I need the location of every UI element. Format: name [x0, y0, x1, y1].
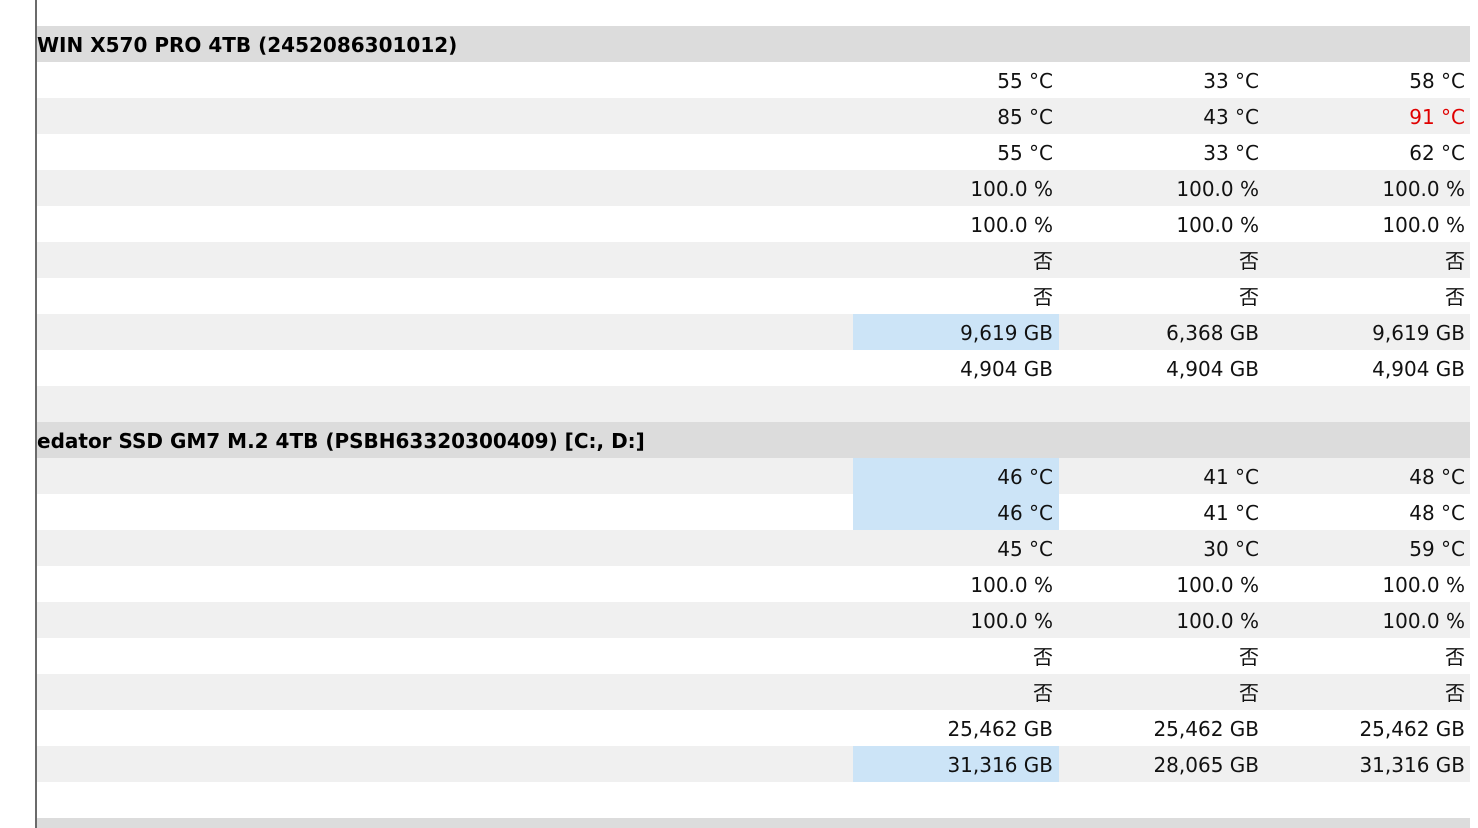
value-cell: 100.0 %	[1176, 573, 1259, 597]
value-cell: 否	[1445, 249, 1465, 273]
value-cell: 25,462 GB	[947, 717, 1053, 741]
value-cell: 100.0 %	[1176, 213, 1259, 237]
value-cell: 55 °C	[997, 141, 1053, 165]
value-cell: 41 °C	[1203, 465, 1259, 489]
sensor-row[interactable]: 9,619 GB 6,368 GB 9,619 GB	[37, 314, 1470, 350]
value-cell: 100.0 %	[1382, 177, 1465, 201]
sensor-row[interactable]: 46 °C 41 °C 48 °C	[37, 494, 1470, 530]
value-cell: 否	[1239, 285, 1259, 309]
value-cell: 4,904 GB	[1372, 357, 1465, 381]
sensor-row[interactable]: 100.0 % 100.0 % 100.0 %	[37, 170, 1470, 206]
value-cell: 91 °C	[1409, 105, 1465, 129]
section-header	[37, 818, 1470, 828]
sensor-row[interactable]: 31,316 GB 28,065 GB 31,316 GB	[37, 746, 1470, 782]
value-cell: 100.0 %	[970, 609, 1053, 633]
section-header: edator SSD GM7 M.2 4TB (PSBH63320300409)…	[37, 422, 1470, 458]
spacer-row	[37, 782, 1470, 818]
value-cell: 100.0 %	[970, 573, 1053, 597]
sensor-row[interactable]: 否否否	[37, 242, 1470, 278]
sensor-row[interactable]: 4,904 GB 4,904 GB 4,904 GB	[37, 350, 1470, 386]
sensor-row[interactable]: 85 °C 43 °C 91 °C	[37, 98, 1470, 134]
value-cell: 9,619 GB	[853, 314, 1059, 350]
value-cell: 46 °C	[853, 458, 1059, 494]
value-cell: 25,462 GB	[1359, 717, 1465, 741]
sensor-row[interactable]: 45 °C 30 °C 59 °C	[37, 530, 1470, 566]
value-cell: 4,904 GB	[1166, 357, 1259, 381]
value-cell: 否	[1239, 645, 1259, 669]
sensor-row[interactable]: 否否否	[37, 674, 1470, 710]
value-cell: 33 °C	[1203, 69, 1259, 93]
value-cell: 55 °C	[997, 69, 1053, 93]
value-cell: 30 °C	[1203, 537, 1259, 561]
value-cell: 否	[1239, 681, 1259, 705]
value-cell: 43 °C	[1203, 105, 1259, 129]
value-cell: 否	[1445, 285, 1465, 309]
value-cell: 59 °C	[1409, 537, 1465, 561]
sensor-table: WIN X570 PRO 4TB (2452086301012) 55 °C 33 …	[37, 26, 1470, 828]
value-cell: 28,065 GB	[1153, 753, 1259, 777]
spacer-row	[37, 386, 1470, 422]
value-cell: 100.0 %	[970, 213, 1053, 237]
value-cell: 4,904 GB	[960, 357, 1053, 381]
value-cell: 100.0 %	[1176, 177, 1259, 201]
sensor-row[interactable]: 否否否	[37, 278, 1470, 314]
sensor-row[interactable]: 46 °C 41 °C 48 °C	[37, 458, 1470, 494]
value-cell: 46 °C	[853, 494, 1059, 530]
value-cell: 25,462 GB	[1153, 717, 1259, 741]
value-cell: 48 °C	[1409, 501, 1465, 525]
value-cell: 31,316 GB	[1359, 753, 1465, 777]
section-header: WIN X570 PRO 4TB (2452086301012)	[37, 26, 1470, 62]
value-cell: 否	[1445, 645, 1465, 669]
sensor-row[interactable]: 55 °C 33 °C 58 °C	[37, 62, 1470, 98]
value-cell: 41 °C	[1203, 501, 1259, 525]
value-cell: 31,316 GB	[853, 746, 1059, 782]
value-cell: 100.0 %	[1382, 573, 1465, 597]
value-cell: 85 °C	[997, 105, 1053, 129]
value-cell: 否	[1239, 249, 1259, 273]
value-cell: 33 °C	[1203, 141, 1259, 165]
value-cell: 否	[1033, 249, 1053, 273]
value-cell: 100.0 %	[1382, 213, 1465, 237]
sensor-row[interactable]: 100.0 % 100.0 % 100.0 %	[37, 602, 1470, 638]
sensor-row[interactable]: 25,462 GB 25,462 GB 25,462 GB	[37, 710, 1470, 746]
value-cell: 9,619 GB	[1372, 321, 1465, 345]
value-cell: 100.0 %	[1382, 609, 1465, 633]
divider	[35, 0, 37, 828]
value-cell: 45 °C	[997, 537, 1053, 561]
sensor-row[interactable]: 否否否	[37, 638, 1470, 674]
value-cell: 100.0 %	[970, 177, 1053, 201]
sensor-row[interactable]: 100.0 % 100.0 % 100.0 %	[37, 206, 1470, 242]
value-cell: 6,368 GB	[1166, 321, 1259, 345]
sensor-row[interactable]: 100.0 % 100.0 % 100.0 %	[37, 566, 1470, 602]
value-cell: 58 °C	[1409, 69, 1465, 93]
value-cell: 否	[1445, 681, 1465, 705]
value-cell: 100.0 %	[1176, 609, 1259, 633]
value-cell: 否	[1033, 681, 1053, 705]
value-cell: 否	[1033, 645, 1053, 669]
sensor-row[interactable]: 55 °C 33 °C 62 °C	[37, 134, 1470, 170]
value-cell: 62 °C	[1409, 141, 1465, 165]
value-cell: 48 °C	[1409, 465, 1465, 489]
value-cell: 否	[1033, 285, 1053, 309]
